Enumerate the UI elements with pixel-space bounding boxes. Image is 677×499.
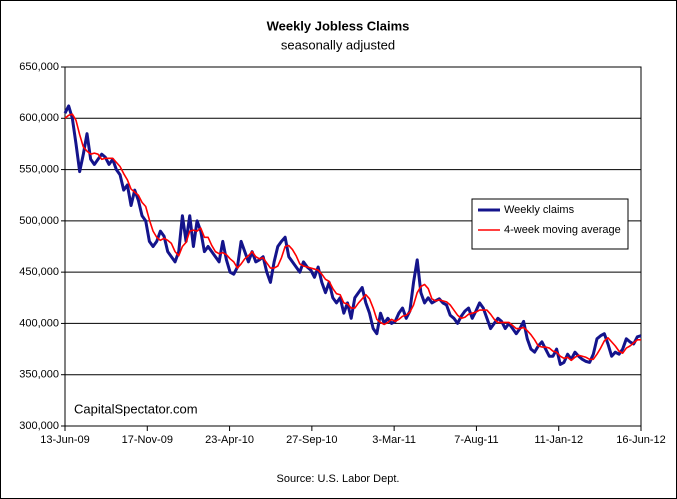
y-tick-label: 400,000 <box>19 317 59 329</box>
chart-title: Weekly Jobless Claims <box>267 18 410 33</box>
x-tick-label: 17-Nov-09 <box>122 434 173 446</box>
x-tick-label: 13-Jun-09 <box>40 434 90 446</box>
y-tick-label: 350,000 <box>19 369 59 381</box>
y-tick-label: 650,000 <box>19 61 59 73</box>
source-note: Source: U.S. Labor Dept. <box>277 473 400 485</box>
y-tick-label: 600,000 <box>19 112 59 124</box>
x-tick-label: 16-Jun-12 <box>616 434 666 446</box>
y-tick-label: 500,000 <box>19 215 59 227</box>
y-tick-label: 300,000 <box>19 420 59 432</box>
x-tick-label: 23-Apr-10 <box>205 434 254 446</box>
plot-border <box>64 66 642 427</box>
annotation: CapitalSpectator.com <box>74 401 198 416</box>
x-tick-label: 27-Sep-10 <box>286 434 337 446</box>
y-tick-label: 550,000 <box>19 163 59 175</box>
x-tick-label: 7-Aug-11 <box>454 434 498 446</box>
y-tick-label: 450,000 <box>19 266 59 278</box>
legend-label: Weekly claims <box>504 204 575 216</box>
legend-label: 4-week moving average <box>504 224 621 236</box>
chart-subtitle: seasonally adjusted <box>281 37 395 52</box>
series-line <box>64 113 641 362</box>
legend-box <box>471 198 629 250</box>
x-tick-label: 3-Mar-11 <box>372 434 416 446</box>
x-tick-label: 11-Jan-12 <box>534 434 583 446</box>
